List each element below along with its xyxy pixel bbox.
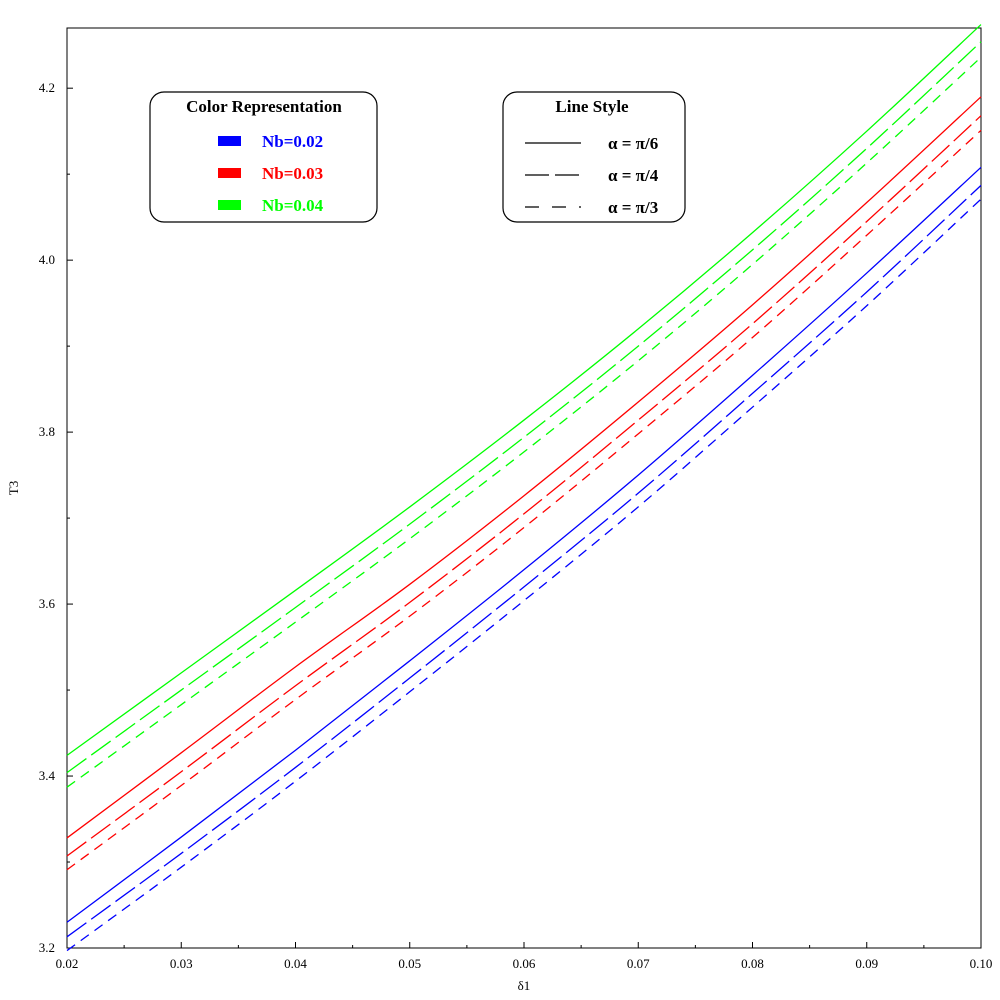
color-legend-title: Color Representation [186, 97, 342, 116]
style-legend-entries: α = π/6 α = π/4 α = π/3 [525, 134, 659, 217]
series-line-5 [66, 129, 982, 871]
color-legend: Color Representation Nb=0.02Nb=0.03Nb=0.… [149, 91, 378, 223]
x-tick-label: 0.03 [170, 956, 193, 971]
y-tick-label: 3.2 [39, 940, 55, 955]
series-line-6 [66, 24, 982, 756]
color-legend-label: Nb=0.04 [262, 196, 324, 215]
series-line-8 [66, 56, 982, 788]
x-tick-label: 0.08 [741, 956, 764, 971]
x-tick-label: 0.10 [970, 956, 993, 971]
y-tick-label: 3.8 [39, 424, 55, 439]
style-legend-box [502, 91, 686, 223]
y-tick-label: 3.6 [39, 596, 56, 611]
color-legend-label: Nb=0.02 [262, 132, 323, 151]
y-tick-label: 3.4 [39, 768, 56, 783]
series-line-0 [66, 166, 982, 923]
style-legend-label: α = π/3 [608, 198, 658, 217]
x-tick-label: 0.09 [855, 956, 878, 971]
series-line-2 [66, 198, 982, 952]
y-axis-label: Τ3 [6, 481, 21, 495]
style-legend-title: Line Style [555, 97, 629, 116]
color-legend-swatch [218, 136, 241, 146]
series-line-4 [66, 115, 982, 857]
color-legend-swatch [218, 168, 241, 178]
series-line-1 [66, 184, 982, 938]
x-tick-label: 0.05 [398, 956, 421, 971]
y-tick-label: 4.0 [39, 252, 55, 267]
style-legend-label: α = π/6 [608, 134, 658, 153]
color-legend-swatch [218, 200, 241, 210]
color-legend-label: Nb=0.03 [262, 164, 323, 183]
color-legend-entries: Nb=0.02 Nb=0.03 Nb=0.04 [218, 132, 324, 215]
x-tick-label: 0.04 [284, 956, 307, 971]
series-layer [66, 24, 982, 952]
x-tick-label: 0.06 [513, 956, 536, 971]
series-line-7 [66, 41, 982, 774]
x-axis-label: δ1 [518, 978, 531, 993]
style-legend: Line Style α = π/6 α = π/4 α = π/3 [502, 91, 686, 223]
series-line-3 [66, 96, 982, 839]
style-legend-label: α = π/4 [608, 166, 659, 185]
y-tick-label: 4.2 [39, 80, 55, 95]
color-legend-box [149, 91, 378, 223]
axis-ticks: 0.02 0.03 0.04 0.05 0.06 0.07 0.08 0.09 0.10 3.2 3… [39, 80, 993, 971]
x-tick-label: 0.07 [627, 956, 650, 971]
x-tick-label: 0.02 [56, 956, 79, 971]
